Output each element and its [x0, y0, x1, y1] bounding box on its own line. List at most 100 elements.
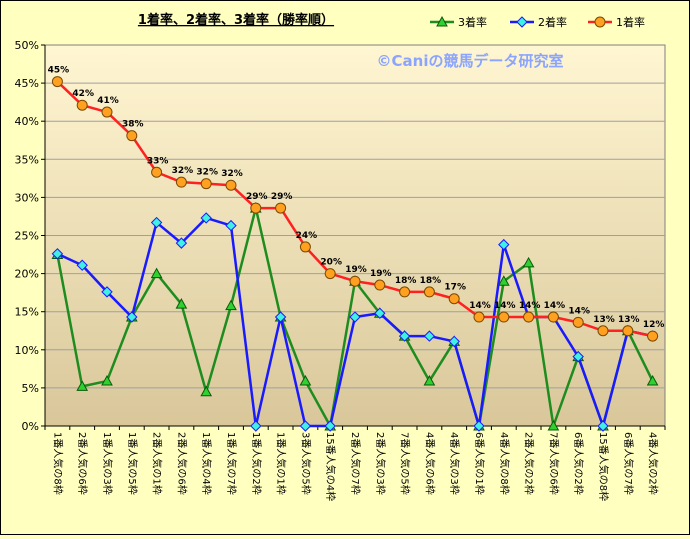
data-point [473, 311, 485, 323]
data-point [497, 275, 510, 286]
x-tick-label: 15番人気の8枠 [597, 432, 610, 501]
data-label: 14% [469, 301, 491, 311]
y-tick-label: 45% [15, 77, 39, 90]
x-tick-label: 2番人気の1枠 [151, 432, 164, 495]
data-label: 14% [494, 301, 516, 311]
data-point [349, 311, 361, 323]
y-tick-label: 30% [15, 191, 39, 204]
data-label: 17% [444, 283, 466, 293]
data-point [448, 335, 460, 348]
data-point [250, 420, 262, 432]
x-tick-label: 6番人気の2枠 [572, 432, 585, 495]
data-point [200, 212, 212, 224]
data-label: 41% [97, 96, 119, 106]
data-point [597, 420, 609, 432]
data-point [151, 166, 163, 178]
data-point [175, 298, 188, 309]
data-label: 19% [345, 265, 367, 275]
x-tick-label: 7番人気の5枠 [399, 432, 412, 495]
data-point [647, 330, 659, 342]
data-label: 32% [172, 166, 194, 176]
data-point [423, 375, 436, 386]
data-point [101, 106, 113, 118]
data-point [150, 267, 163, 279]
data-label: 24% [296, 231, 318, 241]
x-tick-label: 4番人気の2枠 [647, 432, 660, 495]
data-point [150, 216, 163, 229]
data-label: 32% [196, 168, 218, 178]
data-point [200, 178, 212, 190]
data-point [423, 330, 436, 342]
data-point [51, 76, 63, 88]
data-label: 33% [147, 156, 169, 166]
data-point [597, 325, 609, 337]
series-layer [51, 76, 659, 432]
data-label: 12% [643, 320, 665, 330]
legend-marker [436, 15, 448, 27]
data-label: 19% [370, 269, 392, 279]
data-point [76, 259, 88, 271]
x-tick-label: 1番人気の2枠 [250, 432, 263, 495]
watermark-text: ©Caniの競馬データ研究室 [377, 52, 564, 70]
data-point [374, 279, 386, 291]
legend-marker [594, 16, 606, 28]
data-point [200, 385, 213, 397]
legend-label: 3着率 [458, 15, 487, 29]
data-label: 20% [320, 258, 342, 268]
x-tick-label: 1番人気の8枠 [51, 432, 64, 495]
x-tick-label: 2番人気の6枠 [76, 432, 89, 495]
x-tick-label: 1番人気の4枠 [200, 432, 213, 495]
data-point [374, 307, 386, 319]
chart-title: 1着率、2着率、3着率（勝率順） [138, 12, 334, 28]
data-point [423, 286, 435, 298]
data-label: 14% [568, 306, 590, 316]
data-label: 32% [221, 169, 243, 179]
data-point [225, 299, 237, 311]
data-point [299, 241, 311, 253]
data-point [101, 375, 113, 386]
data-label: 42% [72, 89, 94, 99]
data-label: 38% [122, 120, 144, 130]
data-point [76, 99, 88, 111]
x-tick-label: 1番人気の7枠 [225, 432, 238, 495]
data-point [299, 375, 312, 386]
x-tick-label: 1番人気の3枠 [101, 432, 114, 495]
y-tick-label: 20% [15, 268, 39, 281]
data-point [349, 275, 361, 287]
x-axis-ticks: 1番人気の8枠 2番人気の6枠 1番人気の3枠 1番人気の5枠 2番人気の1枠 2番人気の… [44, 426, 666, 501]
y-tick-label: 15% [15, 306, 39, 319]
x-tick-label: 6番人気の1枠 [473, 432, 486, 495]
data-label: 29% [271, 192, 293, 202]
data-point [175, 176, 187, 188]
data-point [101, 286, 113, 298]
data-point [76, 380, 89, 391]
y-tick-label: 0% [22, 420, 39, 433]
y-tick-label: 25% [15, 230, 39, 243]
x-tick-label: 7番人気の6枠 [547, 432, 560, 495]
data-point [547, 419, 560, 431]
data-point [51, 248, 64, 260]
data-label: 14% [519, 301, 541, 311]
x-tick-label: 4番人気の3枠 [448, 432, 461, 495]
series-3 [51, 76, 659, 342]
y-tick-label: 50% [15, 39, 39, 52]
data-label: 13% [593, 315, 615, 325]
x-tick-label: 2番人気の7枠 [349, 432, 362, 495]
data-point [274, 311, 287, 323]
x-tick-label: 15番人気の4枠 [324, 432, 337, 501]
legend-label: 1着率 [616, 15, 645, 29]
data-point [225, 179, 237, 191]
data-point [398, 330, 411, 342]
y-tick-label: 10% [15, 344, 39, 357]
data-point [399, 286, 411, 298]
data-point [646, 375, 659, 386]
data-point [324, 420, 336, 432]
data-point [547, 311, 559, 323]
y-axis-ticks: 0% 5% 10% 15% 20% 25% 30% 35% 40% 45% 50% [15, 39, 665, 433]
data-point [299, 420, 312, 432]
data-point [622, 325, 634, 337]
data-label: 45% [48, 66, 70, 76]
legend-marker [516, 16, 528, 28]
data-point [572, 316, 584, 328]
